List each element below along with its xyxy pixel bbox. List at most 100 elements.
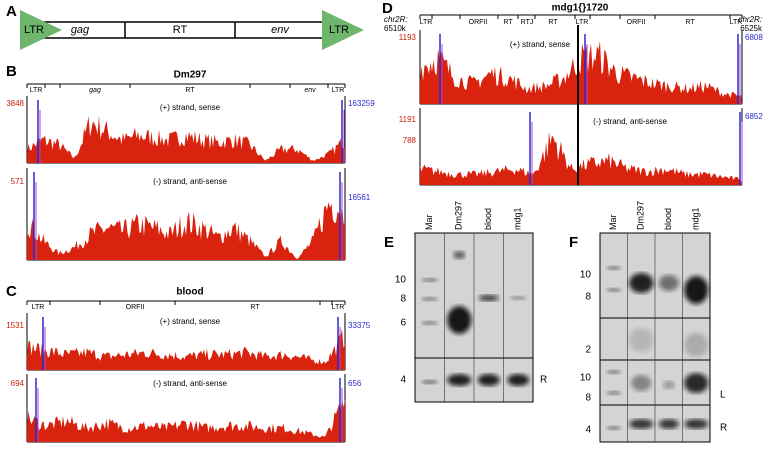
track-max: 1531 [6, 321, 24, 330]
annotation: LTR [32, 304, 45, 311]
coverage-area [27, 329, 345, 370]
coverage-area [27, 115, 345, 163]
annotation: LTR [576, 19, 589, 26]
size-marker: 10 [580, 270, 592, 281]
panel-label: C [6, 283, 17, 300]
probe-label: R [540, 375, 547, 386]
band [662, 381, 675, 389]
coord: chr2R: [738, 15, 762, 24]
annotation: LTR [420, 19, 433, 26]
track-max: 163259 [348, 99, 375, 108]
track-max: 16561 [348, 193, 371, 202]
band [684, 276, 709, 304]
segment-label: LTR [24, 24, 44, 36]
lane-label: Mar [608, 214, 618, 230]
size-marker: 10 [395, 275, 407, 286]
annotation: LTR [332, 304, 345, 311]
annotation: ORFII [469, 19, 488, 26]
track-max: 1193 [399, 33, 417, 42]
annotation: RTJ [521, 19, 534, 26]
size-marker: 10 [580, 373, 592, 384]
segment-label: LTR [329, 24, 349, 36]
strand-label: (+) strand, sense [160, 317, 221, 326]
track-max: 571 [11, 177, 25, 186]
size-marker: 4 [400, 375, 406, 386]
track-mid: 788 [403, 136, 417, 145]
segment-label: env [271, 24, 290, 36]
coverage-area [27, 398, 345, 442]
track-max: 1191 [399, 115, 417, 124]
panel-label: E [384, 234, 394, 251]
band [447, 374, 472, 386]
panel-label: B [6, 63, 17, 80]
annotation: LTR [30, 87, 43, 94]
lane-label: Dm297 [454, 201, 464, 230]
annotation: ORFII [126, 304, 145, 311]
annotation: RT [548, 19, 558, 26]
band [606, 266, 621, 270]
panel-title: Dm297 [174, 70, 207, 81]
track-max: 3848 [6, 99, 24, 108]
strand-label: (+) strand, sense [510, 40, 571, 49]
probe-label: L [720, 390, 726, 401]
lane-label: mdg1 [691, 207, 701, 230]
band [658, 275, 679, 291]
band [684, 419, 709, 429]
band [631, 375, 652, 391]
band [478, 295, 499, 301]
lane-label: mdg1 [513, 207, 523, 230]
band [606, 391, 621, 395]
band [421, 278, 438, 282]
band [447, 306, 472, 334]
panel-title: mdg1{}1720 [552, 3, 609, 14]
band [453, 251, 466, 259]
annotation: LTR [730, 19, 743, 26]
band [510, 296, 527, 300]
band [629, 273, 654, 293]
size-marker: 2 [585, 345, 591, 356]
band [606, 370, 621, 374]
coverage-area [420, 131, 742, 185]
track-max: 33375 [348, 321, 371, 330]
band [684, 373, 709, 393]
strand-label: (-) strand, anti-sense [153, 177, 227, 186]
annotation: RT [250, 304, 260, 311]
track-max: 6852 [745, 112, 763, 121]
band [606, 288, 621, 292]
size-marker: 8 [585, 292, 591, 303]
annotation: RT [685, 19, 695, 26]
band [629, 328, 654, 352]
annotation: RT [503, 19, 513, 26]
coverage-area [27, 202, 345, 260]
strand-label: (+) strand, sense [160, 103, 221, 112]
band [421, 321, 438, 325]
lane-label: Mar [424, 214, 434, 230]
annotation: RT [185, 87, 195, 94]
track-max: 694 [11, 379, 25, 388]
track-max: 6808 [745, 33, 763, 42]
lane-label: blood [483, 208, 493, 230]
size-marker: 8 [585, 393, 591, 404]
band [684, 333, 709, 357]
segment-label: RT [173, 24, 188, 36]
size-marker: 6 [400, 318, 406, 329]
band [606, 426, 621, 430]
ltr-arrow [20, 10, 62, 50]
panel-label: A [6, 3, 17, 20]
segment-label: gag [71, 24, 90, 36]
panel-title: blood [176, 287, 203, 298]
track-max: 656 [348, 379, 362, 388]
size-marker: 8 [400, 294, 406, 305]
coord: chr2R: [384, 15, 408, 24]
panel-label: D [382, 0, 393, 17]
coord: 6510k [384, 24, 407, 33]
panel-label: F [569, 234, 578, 251]
band [658, 419, 679, 429]
strand-label: (-) strand, anti-sense [593, 117, 667, 126]
probe-label: R [720, 423, 727, 434]
annotation: gag [89, 87, 101, 94]
band [421, 380, 438, 384]
annotation: env [304, 87, 316, 94]
lane-label: Dm297 [636, 201, 646, 230]
